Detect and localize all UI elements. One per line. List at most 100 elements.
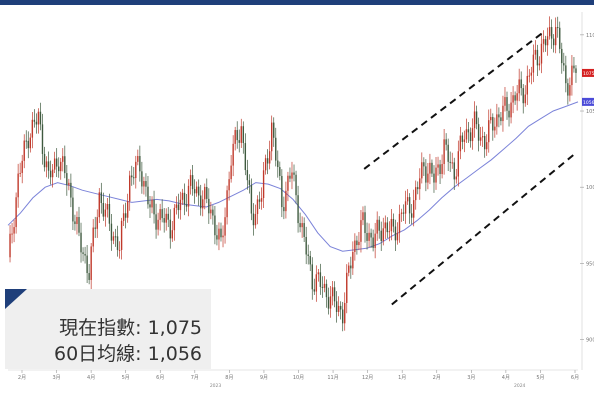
candle-body (37, 111, 40, 125)
candle-body (202, 199, 204, 209)
candle-body (333, 287, 336, 302)
candle-body (139, 155, 141, 172)
candle-body (165, 213, 167, 223)
candle-body (542, 39, 545, 44)
candle-body (465, 129, 468, 140)
candle-body (64, 156, 66, 174)
candle-body (236, 130, 238, 141)
candle-body (498, 114, 500, 118)
candle-body (496, 114, 498, 127)
candle-body (425, 166, 427, 183)
candle-body (191, 175, 194, 190)
candle-body (238, 140, 240, 143)
candle-body (417, 187, 419, 190)
candle-body (552, 38, 555, 46)
candle-body (412, 200, 415, 218)
candle-body (252, 213, 255, 226)
y-tick-label: 900 (586, 338, 594, 344)
y-tick-label: 1000 (586, 185, 594, 191)
candle-body (571, 65, 573, 86)
candle-body (461, 135, 464, 142)
candle-body (370, 232, 372, 238)
candle-body (344, 302, 346, 324)
candle-body (435, 167, 437, 183)
candle-body (554, 27, 557, 46)
candle-body (60, 161, 62, 172)
candle-body (80, 232, 82, 253)
candle-body (530, 72, 533, 76)
candle-body (404, 201, 407, 214)
candle-body (234, 130, 236, 144)
candle-body (410, 213, 413, 218)
current-value-tag (582, 68, 594, 77)
x-tick-label: 6月 (156, 375, 164, 381)
candle-body (449, 161, 451, 163)
y-tick-label: 950 (586, 261, 594, 267)
candle-body (431, 162, 433, 174)
candle-body (208, 198, 210, 214)
candle-body (518, 79, 520, 94)
candle-body (293, 172, 295, 175)
candle-body (356, 240, 358, 246)
candle-body (301, 223, 303, 228)
candle-body (222, 235, 224, 238)
candle-body (268, 151, 271, 164)
x-tick-label: 3月 (467, 375, 475, 381)
candle-body (400, 212, 403, 214)
candle-body (307, 254, 309, 256)
candle-body (193, 189, 196, 194)
candle-body (230, 165, 232, 180)
candle-body (287, 175, 289, 191)
candle-body (110, 223, 113, 241)
candle-body (120, 220, 123, 250)
candle-body (374, 233, 376, 248)
candle-body (380, 230, 382, 242)
x-tick-label: 2月 (433, 375, 441, 381)
candle-body (575, 68, 577, 73)
candle-body (68, 182, 70, 186)
candle-body (108, 204, 111, 224)
candle-body (317, 272, 320, 275)
candle-body (311, 264, 313, 290)
candle-body (538, 63, 541, 66)
candle-body (271, 122, 273, 152)
candle-body (573, 65, 575, 69)
candle-body (41, 124, 44, 154)
candle-body (76, 216, 78, 225)
candle-body (386, 222, 389, 233)
candle-body (569, 85, 571, 96)
candle-body (173, 207, 176, 231)
candle-body (66, 173, 68, 186)
candle-body (433, 173, 435, 183)
candle-body (179, 199, 182, 211)
candle-body (354, 240, 356, 252)
candle-body (88, 273, 90, 280)
candle-body (473, 111, 476, 129)
candle-body (149, 204, 151, 208)
candle-body (195, 186, 198, 194)
candle-body (492, 117, 494, 131)
candle-body (175, 204, 178, 208)
candle-body (135, 161, 137, 179)
candle-body (427, 173, 429, 183)
candle-body (299, 223, 301, 228)
candle-body (325, 283, 328, 298)
candle-body (283, 207, 285, 212)
candle-body (366, 233, 368, 241)
candle-body (508, 110, 510, 118)
candle-body (526, 75, 528, 95)
candle-body (9, 233, 11, 258)
x-tick-label: 7月 (191, 375, 199, 381)
candle-body (346, 272, 348, 303)
candle-body (53, 158, 56, 170)
candle-body (171, 230, 174, 239)
candle-body (565, 65, 567, 84)
candle-body (510, 102, 512, 118)
candle-body (106, 204, 109, 210)
candle-body (421, 162, 423, 179)
candle-body (122, 213, 125, 221)
candle-body (114, 236, 117, 238)
candle-body (167, 213, 169, 220)
candle-body (455, 176, 457, 180)
candle-body (339, 305, 342, 310)
